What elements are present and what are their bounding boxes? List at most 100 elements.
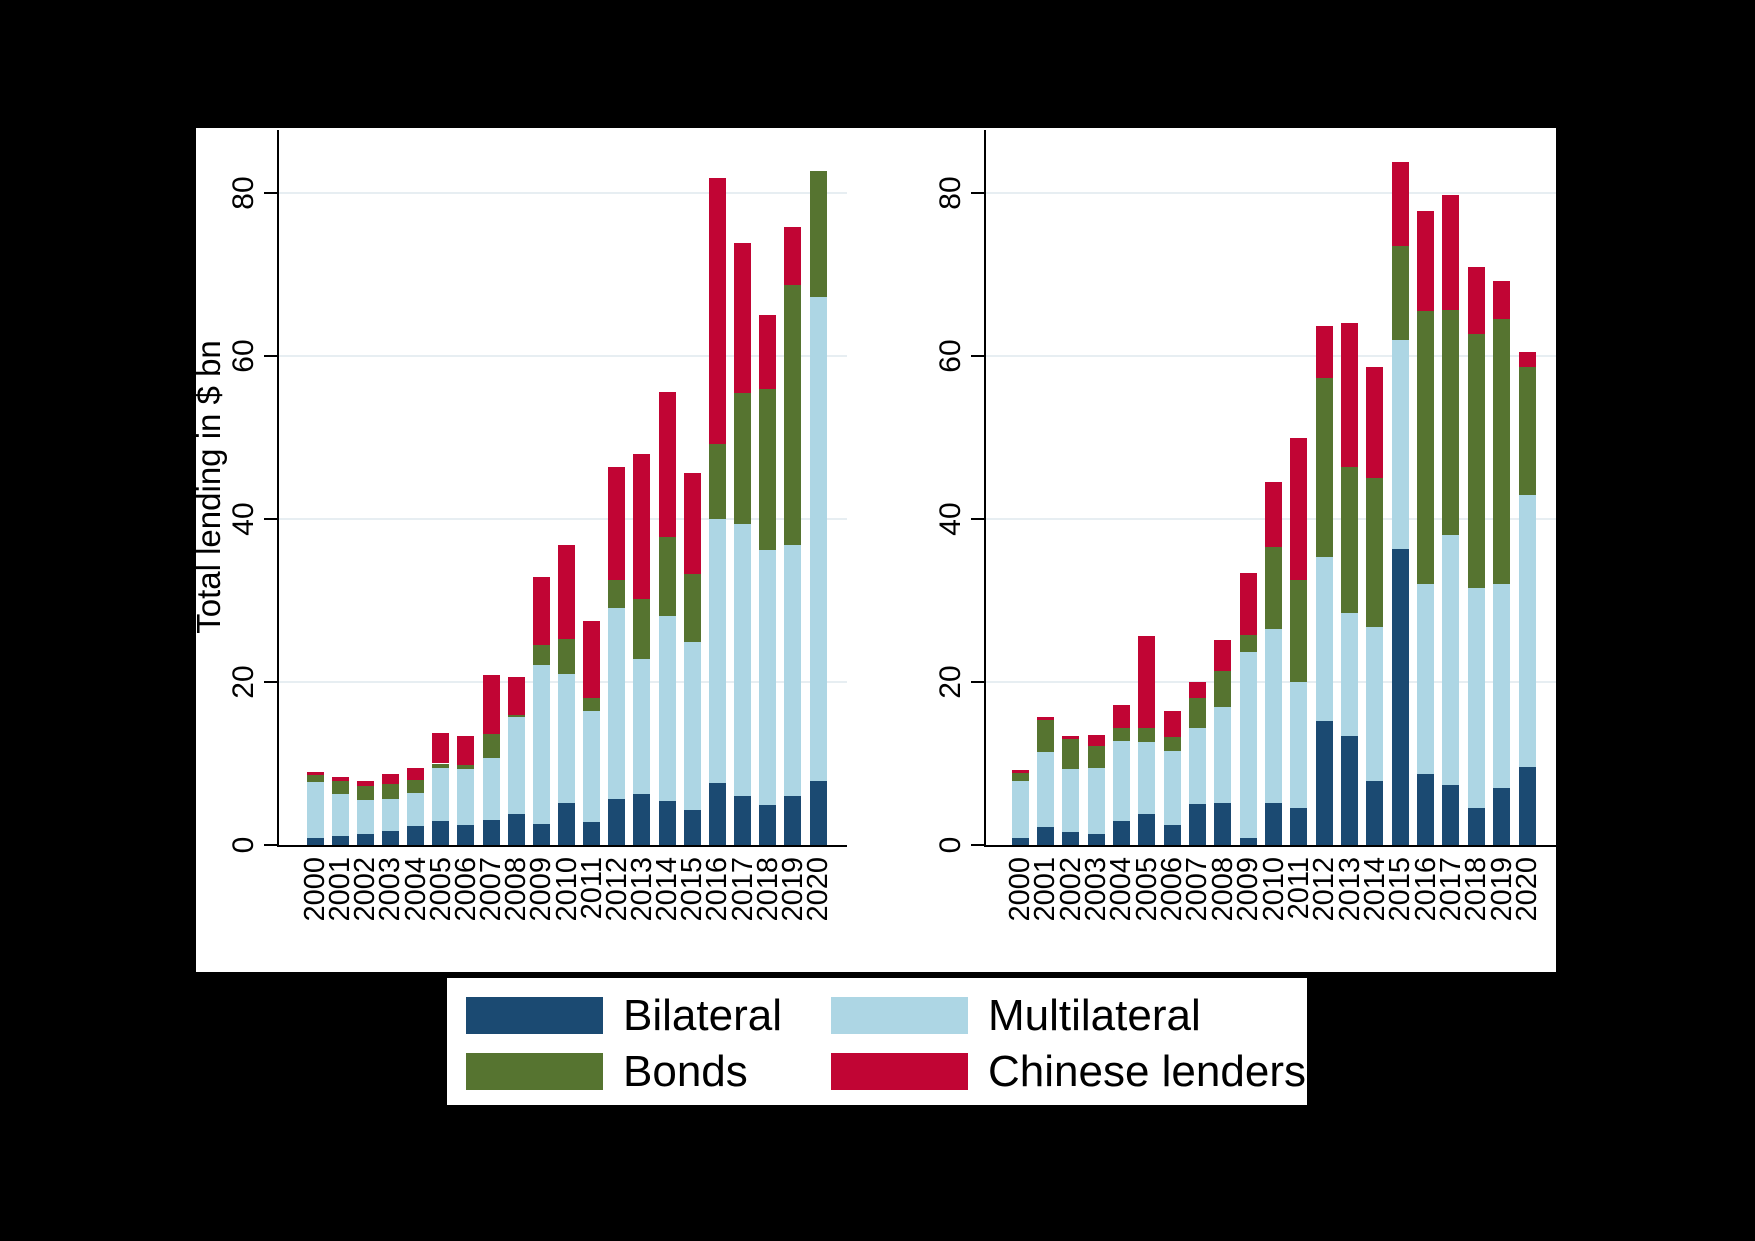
bar-segment-2006-bonds bbox=[1163, 736, 1181, 752]
bar-segment-2014-bilateral bbox=[1366, 780, 1384, 845]
bar-segment-2006-bilateral bbox=[457, 824, 475, 845]
bar-segment-2005-bonds bbox=[1138, 727, 1156, 743]
bar-segment-2013-chinese-lenders bbox=[1341, 323, 1359, 467]
bar-segment-2017-chinese-lenders bbox=[734, 242, 752, 394]
bar-segment-2013-bilateral bbox=[1341, 735, 1359, 845]
bar-segment-2009-multilateral bbox=[532, 664, 550, 824]
bar-segment-2003-multilateral bbox=[1087, 768, 1105, 834]
bar-segment-2007-multilateral bbox=[482, 757, 500, 820]
bar-segment-2000-bilateral bbox=[1011, 838, 1029, 845]
y-tick-label-60: 60 bbox=[934, 339, 967, 373]
x-axis-line bbox=[277, 845, 847, 847]
y-tick-label-40: 40 bbox=[934, 502, 967, 536]
y-tick-20 bbox=[264, 681, 277, 683]
bar-segment-2016-bilateral bbox=[708, 783, 726, 845]
bar-segment-2013-bonds bbox=[633, 598, 651, 660]
bar-segment-2000-bonds bbox=[306, 774, 324, 783]
legend-label-bonds: Bonds bbox=[623, 1047, 748, 1096]
x-axis-line bbox=[984, 845, 1556, 847]
bar-segment-2016-chinese-lenders bbox=[708, 178, 726, 445]
bar-segment-2012-chinese-lenders bbox=[608, 466, 626, 581]
legend-swatch-bilateral bbox=[466, 997, 603, 1034]
bar-segment-2009-bonds bbox=[1239, 634, 1257, 652]
bar-segment-2009-multilateral bbox=[1239, 651, 1257, 839]
y-tick-0 bbox=[264, 844, 277, 846]
bar-segment-2004-chinese-lenders bbox=[407, 768, 425, 780]
bar-segment-2018-multilateral bbox=[759, 549, 777, 806]
bar-segment-2015-multilateral bbox=[683, 642, 701, 810]
y-tick-40 bbox=[264, 518, 277, 520]
bar-segment-2012-chinese-lenders bbox=[1315, 325, 1333, 378]
bar-segment-2000-bonds bbox=[1011, 773, 1029, 782]
legend-swatch-chinese-lenders bbox=[831, 1053, 968, 1090]
bar-segment-2010-bilateral bbox=[1265, 802, 1282, 845]
bar-segment-2016-chinese-lenders bbox=[1417, 210, 1435, 312]
y-tick-80 bbox=[264, 192, 277, 194]
bar-segment-2006-bonds bbox=[457, 765, 475, 770]
bar-segment-2016-multilateral bbox=[708, 519, 726, 784]
y-tick-60 bbox=[971, 355, 984, 357]
bar-segment-2006-multilateral bbox=[457, 769, 475, 825]
bar-segment-2008-bonds bbox=[507, 714, 525, 718]
bar-segment-2012-multilateral bbox=[1315, 557, 1333, 722]
y-tick-label-80: 80 bbox=[934, 176, 967, 210]
bar-segment-2018-chinese-lenders bbox=[759, 315, 777, 389]
bar-segment-2018-multilateral bbox=[1467, 588, 1485, 808]
bar-segment-2012-multilateral bbox=[608, 607, 626, 799]
bar-segment-2008-chinese-lenders bbox=[507, 677, 525, 715]
bar-segment-2001-bilateral bbox=[331, 836, 349, 845]
bar-segment-2004-bonds bbox=[407, 779, 425, 793]
bar-segment-2015-bilateral bbox=[683, 809, 701, 845]
bar-segment-2003-multilateral bbox=[381, 799, 399, 832]
gridline-40 bbox=[278, 518, 847, 520]
bar-segment-2017-bilateral bbox=[1442, 784, 1460, 845]
bar-segment-2007-chinese-lenders bbox=[482, 674, 500, 735]
bar-segment-2001-bonds bbox=[1036, 720, 1054, 753]
bar-segment-2010-chinese-lenders bbox=[558, 545, 575, 639]
y-tick-label-20: 20 bbox=[934, 665, 967, 699]
bar-segment-2007-bonds bbox=[1188, 698, 1206, 729]
bar-segment-2007-bonds bbox=[482, 734, 500, 758]
bar-segment-2012-bonds bbox=[608, 580, 626, 608]
bar-segment-2009-chinese-lenders bbox=[532, 576, 550, 645]
bar-segment-2011-bilateral bbox=[1290, 807, 1308, 845]
bar-segment-2010-bonds bbox=[1265, 546, 1282, 630]
bar-segment-2015-bilateral bbox=[1391, 549, 1409, 845]
bar-segment-2014-multilateral bbox=[1366, 627, 1384, 781]
bar-segment-2001-bonds bbox=[331, 780, 349, 794]
bar-segment-2005-bilateral bbox=[1138, 814, 1156, 845]
bar-segment-2006-chinese-lenders bbox=[457, 735, 475, 766]
bar-segment-2014-bonds bbox=[1366, 478, 1384, 628]
legend-label-multilateral: Multilateral bbox=[988, 991, 1201, 1040]
bar-segment-2018-chinese-lenders bbox=[1467, 267, 1485, 334]
bar-segment-2010-chinese-lenders bbox=[1265, 482, 1282, 547]
y-tick-80 bbox=[971, 192, 984, 194]
bar-segment-2013-bonds bbox=[1341, 466, 1359, 613]
bar-segment-2011-bonds bbox=[1290, 580, 1308, 682]
bar-segment-2016-bonds bbox=[1417, 311, 1435, 585]
bar-segment-2009-bonds bbox=[532, 644, 550, 665]
bar-segment-2008-multilateral bbox=[507, 717, 525, 815]
bar-segment-2004-bilateral bbox=[1112, 821, 1130, 845]
bar-segment-2018-bonds bbox=[759, 388, 777, 550]
bar-segment-2011-bilateral bbox=[583, 822, 601, 845]
bar-segment-2009-bilateral bbox=[1239, 838, 1257, 845]
bar-segment-2016-bonds bbox=[708, 444, 726, 519]
bar-segment-2018-bonds bbox=[1467, 333, 1485, 589]
bar-segment-2007-chinese-lenders bbox=[1188, 682, 1206, 699]
bar-segment-2007-multilateral bbox=[1188, 728, 1206, 805]
bar-segment-2000-multilateral bbox=[306, 782, 324, 838]
bar-segment-2014-chinese-lenders bbox=[1366, 367, 1384, 479]
bar-segment-2019-multilateral bbox=[1493, 584, 1511, 788]
y-axis-line bbox=[277, 130, 279, 847]
gridline-80 bbox=[985, 192, 1556, 194]
bar-segment-2020-bilateral bbox=[809, 780, 827, 845]
bar-segment-2010-bilateral bbox=[558, 803, 575, 845]
bar-segment-2002-bonds bbox=[1062, 739, 1080, 770]
bar-segment-2019-bilateral bbox=[784, 796, 802, 845]
legend-label-chinese-lenders: Chinese lenders bbox=[988, 1047, 1306, 1096]
bar-segment-2019-bonds bbox=[784, 285, 802, 546]
bar-segment-2015-multilateral bbox=[1391, 339, 1409, 550]
